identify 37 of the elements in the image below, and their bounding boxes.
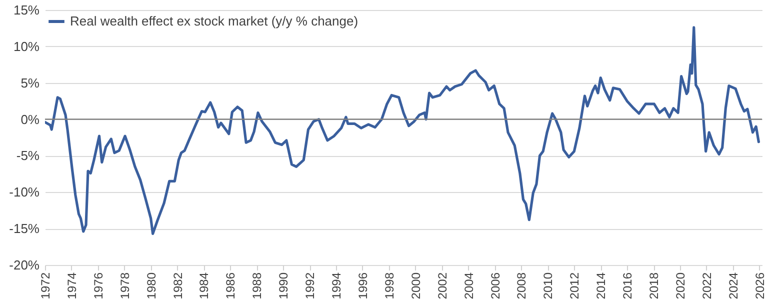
y-tick-label: -15% [9,221,40,236]
x-tick-label: 2012 [568,272,582,300]
x-tick-label: 2004 [462,272,476,300]
x-tick-label: 1988 [250,272,264,300]
x-tick-label: 1996 [356,272,370,300]
x-tick-label: 2014 [594,272,608,300]
y-tick-label: 0% [20,112,40,127]
x-tick-label: 1990 [276,272,291,300]
x-tick-label: 1972 [38,272,52,300]
x-tick-label: 1992 [303,272,318,300]
y-tick-label: 10% [13,38,40,54]
x-tick-label: 1984 [197,272,212,300]
x-tick-label: 2000 [408,272,423,300]
x-tick-label: 2002 [435,272,450,300]
legend-label: Real wealth effect ex stock market (y/y % change) [70,14,358,28]
x-tick-label: 1974 [64,272,79,300]
x-tick-label: 1982 [170,272,185,300]
x-tick-label: 2018 [647,272,662,300]
x-tick-label: 2022 [700,272,714,300]
x-tick-label: 1986 [224,272,238,300]
x-tick-label: 2024 [726,272,740,300]
x-tick-label: 2008 [514,272,529,300]
y-tick-label: 15% [13,2,40,18]
x-tick-label: 2006 [488,272,502,300]
y-tick-label: -10% [9,184,40,200]
y-tick-label: 5% [20,75,40,90]
x-tick-label: 2020 [673,272,688,300]
y-tick-label: -20% [9,258,40,272]
x-tick-label: 1998 [382,272,396,300]
x-tick-label: 1980 [144,272,158,300]
x-tick-label: 2026 [752,272,767,300]
y-tick-label: -5% [16,148,40,164]
x-tick-label: 2016 [620,272,635,300]
x-tick-label: 2010 [541,272,556,300]
x-tick-label: 1994 [330,272,344,300]
x-tick-label: 1976 [91,272,106,300]
x-tick-label: 1978 [118,272,132,300]
